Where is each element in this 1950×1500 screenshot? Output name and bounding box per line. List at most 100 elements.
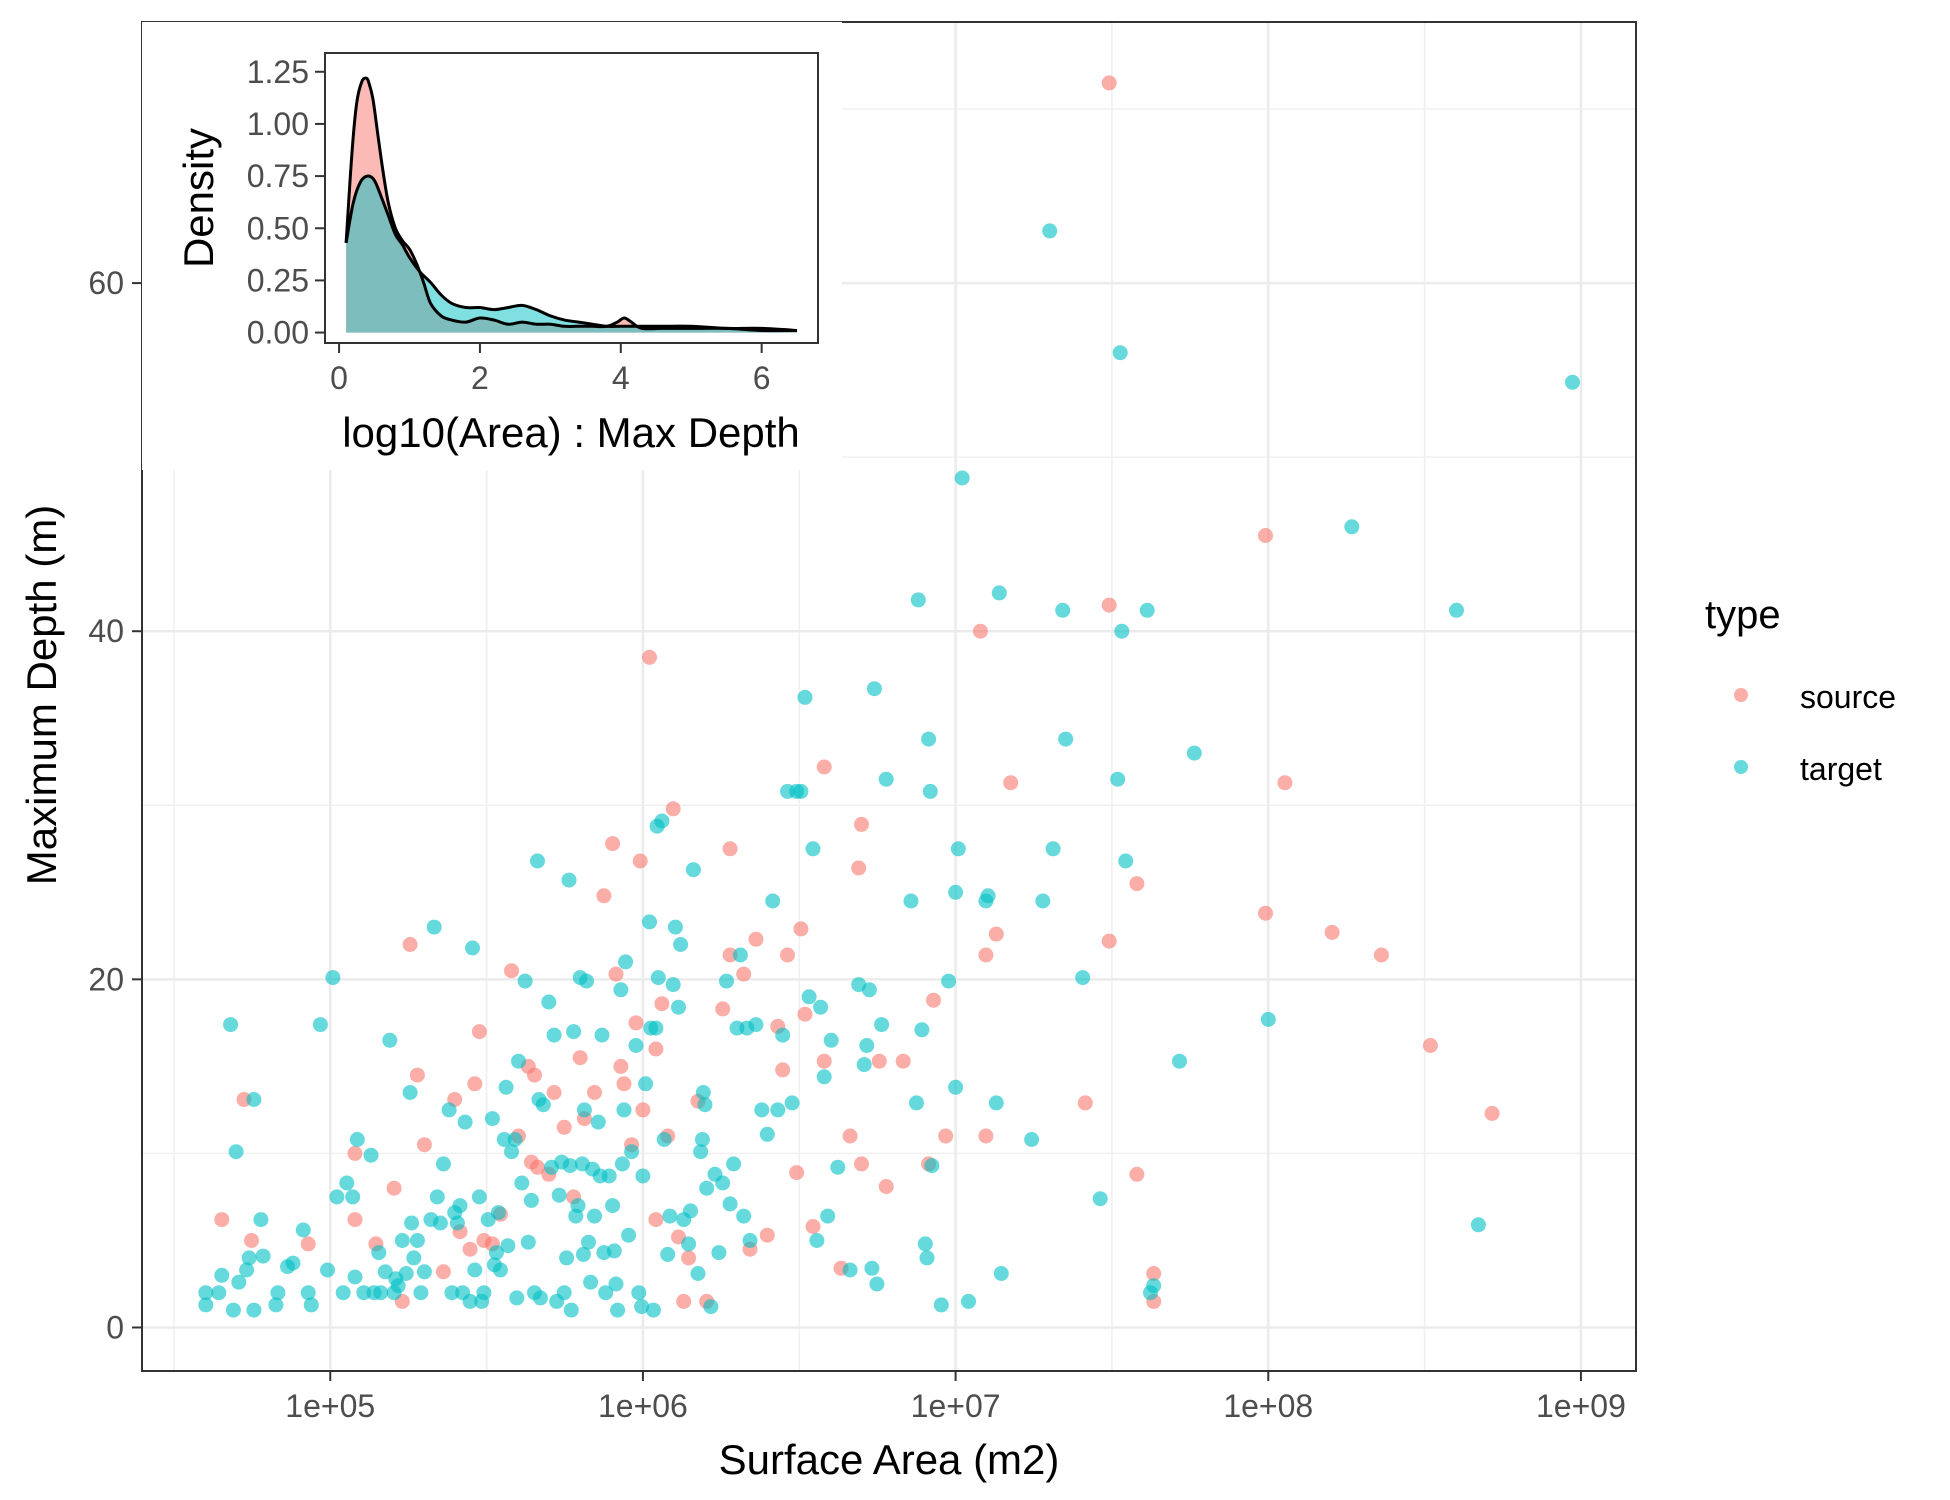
point-source (816, 759, 832, 775)
point-target (504, 1144, 519, 1160)
point-target (909, 1095, 924, 1111)
point-target (561, 872, 577, 888)
point-target (270, 1285, 286, 1301)
point-target (398, 1266, 414, 1281)
point-source (596, 888, 612, 904)
point-target (300, 1285, 316, 1301)
point-source (816, 1053, 832, 1069)
point-target (416, 1264, 432, 1280)
inset-y-tick-label: 1.25 (247, 54, 309, 90)
point-target (809, 1233, 825, 1248)
point-target (429, 1189, 445, 1205)
density-line-source (344, 76, 797, 333)
point-target (312, 1017, 328, 1033)
point-target (295, 1222, 311, 1238)
inset-y-tick-label: 0.50 (247, 210, 309, 246)
point-target (402, 1085, 418, 1100)
point-target (541, 994, 557, 1010)
point-target (703, 1299, 719, 1315)
point-target (719, 973, 734, 989)
point-target (228, 1144, 244, 1160)
inset-x-tick-label: 0 (330, 360, 348, 396)
inset-ticks: 0 2 4 6 0.00 0.25 0.50 0.75 1.00 1.25 (247, 54, 771, 396)
point-source (1101, 933, 1117, 949)
point-target (914, 1022, 930, 1038)
point-source (613, 1058, 629, 1074)
point-target (635, 1168, 651, 1184)
point-source (347, 1145, 363, 1161)
point-target (394, 1233, 410, 1248)
density-line-target (344, 174, 798, 332)
point-target (922, 783, 938, 799)
point-target (759, 1126, 775, 1142)
point-target (950, 841, 966, 857)
point-target (919, 1250, 935, 1266)
point-target (605, 1198, 621, 1214)
inset-x-tick-label: 2 (471, 360, 489, 396)
point-target (335, 1285, 351, 1301)
point-source (805, 1219, 821, 1234)
point-target (610, 1302, 626, 1318)
point-target (954, 470, 970, 486)
point-target (634, 1299, 650, 1315)
point-target (211, 1285, 227, 1301)
point-target (556, 1285, 572, 1301)
point-target (948, 1079, 964, 1095)
point-source (938, 1128, 954, 1144)
point-source (1077, 1095, 1093, 1111)
point-target (484, 1111, 500, 1127)
point-target (980, 888, 996, 904)
point-target (874, 1017, 890, 1033)
point-source (648, 1041, 664, 1057)
point-source (978, 947, 994, 963)
point-target (444, 1285, 460, 1301)
point-target (681, 1236, 697, 1252)
point-target (924, 1158, 940, 1174)
point-source (978, 1128, 994, 1144)
point-target (432, 1215, 448, 1231)
point-target (665, 977, 681, 993)
inset-x-tick-label: 4 (612, 360, 630, 396)
point-target (988, 1095, 1004, 1111)
point-target (476, 1285, 492, 1301)
point-target (673, 937, 689, 952)
point-target (667, 919, 683, 935)
point-target (683, 1203, 698, 1219)
point-target (198, 1297, 214, 1313)
point-target (507, 1132, 523, 1147)
point-target (742, 1233, 758, 1248)
point-target (618, 954, 634, 970)
point-target (551, 1187, 567, 1203)
point-source (386, 1180, 402, 1196)
point-target (325, 970, 341, 986)
point-target (823, 1032, 839, 1048)
point-target (1045, 841, 1061, 857)
point-target (722, 1196, 738, 1212)
point-target (441, 1102, 457, 1118)
point-source (462, 1241, 478, 1257)
point-target (608, 1276, 624, 1292)
point-target (339, 1175, 355, 1191)
inset-x-tick-label: 6 (753, 360, 771, 396)
point-source (546, 1085, 562, 1100)
point-target (239, 1262, 255, 1278)
point-target (648, 1020, 664, 1036)
point-source (409, 1067, 425, 1083)
point-target (1112, 345, 1128, 361)
point-target (859, 1038, 875, 1053)
point-target (878, 771, 894, 787)
point-target (921, 731, 937, 747)
point-target (500, 1238, 516, 1254)
point-source (642, 649, 657, 665)
point-source (572, 1050, 588, 1066)
point-target (562, 1158, 578, 1174)
y-tick-label: 40 (88, 613, 124, 649)
point-target (246, 1092, 262, 1107)
x-axis-label: Surface Area (m2) (719, 1436, 1060, 1483)
point-target (587, 1208, 602, 1224)
point-target (1024, 1132, 1040, 1147)
point-target (621, 1227, 637, 1243)
point-target (1172, 1053, 1187, 1069)
point-source (605, 836, 621, 852)
legend-key-target (1734, 760, 1748, 774)
